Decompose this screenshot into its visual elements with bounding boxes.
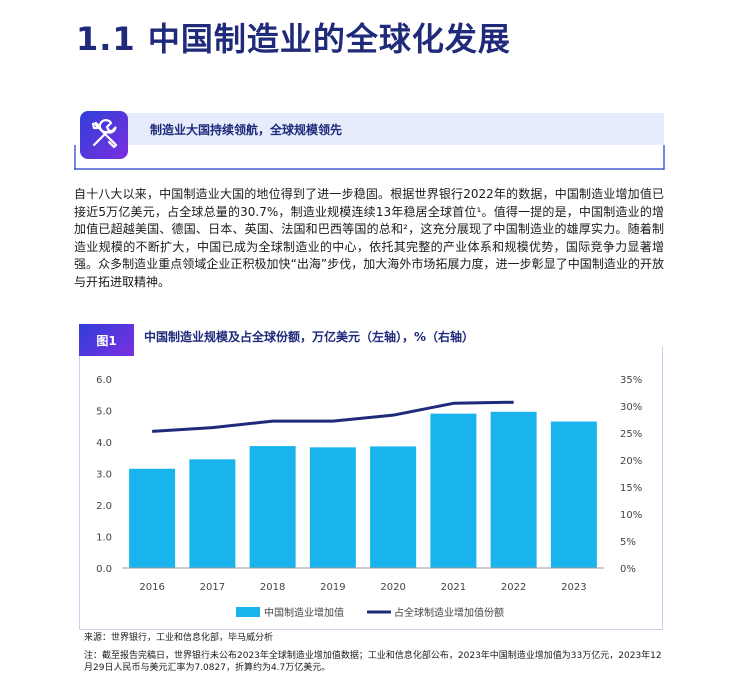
- x-tick-label: 2023: [561, 582, 586, 593]
- bar: [129, 468, 176, 568]
- source-text: 来源：世界银行，工业和信息化部，毕马威分析: [84, 633, 274, 643]
- body-paragraph: 自十八大以来，中国制造业大国的地位得到了进一步稳固。根据世界银行2022年的数据…: [74, 187, 664, 289]
- bar: [249, 446, 296, 568]
- legend-swatch-bar: [236, 607, 260, 617]
- figure-frame: [79, 346, 663, 630]
- y-left-tick-label: 1.0: [96, 533, 112, 544]
- legend-label-line: 占全球制造业增加值份额: [394, 606, 504, 619]
- section-right-line: [663, 145, 665, 170]
- y-right-tick-label: 0%: [620, 564, 636, 575]
- y-left-tick-label: 0.0: [96, 564, 112, 575]
- section-underline: [74, 168, 664, 170]
- figure-title: 中国制造业规模及占全球份额，万亿美元（左轴），%（右轴）: [144, 330, 475, 344]
- x-tick-label: 2018: [260, 582, 285, 593]
- tools-icon: [80, 111, 128, 159]
- x-tick-label: 2016: [139, 582, 164, 593]
- bar: [189, 459, 236, 568]
- manufacturing-chart: 0.0 1.0 2.0 3.0 4.0 5.0 6.0 0% 5% 10% 15% 20% 25% 30%…: [96, 375, 642, 619]
- x-tick-label: 2020: [380, 582, 405, 593]
- y-right-tick-label: 5%: [620, 537, 636, 548]
- bar: [309, 447, 356, 568]
- y-left-tick-label: 4.0: [96, 438, 112, 449]
- legend-label-bar: 中国制造业增加值: [264, 606, 344, 619]
- x-tick-label: 2022: [501, 582, 526, 593]
- y-left-tick-label: 6.0: [96, 375, 112, 386]
- bar: [430, 413, 477, 568]
- y-right-tick-label: 25%: [620, 429, 642, 440]
- section-header: 制造业大国持续领航，全球规模领先: [74, 111, 665, 171]
- x-tick-label: 2021: [441, 582, 466, 593]
- section-band: [104, 113, 664, 145]
- y-right-tick-label: 15%: [620, 483, 642, 494]
- y-right-tick-label: 30%: [620, 402, 642, 413]
- bar: [550, 421, 597, 568]
- section-label: 制造业大国持续领航，全球规模领先: [150, 123, 343, 137]
- note-text: 注：截至报告完稿日，世界银行未公布2023年全球制造业增加值数据；工业和信息化部…: [84, 651, 662, 673]
- y-right-tick-label: 20%: [620, 456, 642, 467]
- y-left-tick-label: 3.0: [96, 470, 112, 481]
- x-tick-label: 2017: [200, 582, 225, 593]
- y-left-tick-label: 2.0: [96, 501, 112, 512]
- page-title: 1.1 中国制造业的全球化发展: [76, 20, 511, 58]
- bar: [370, 446, 417, 568]
- y-right-tick-label: 35%: [620, 375, 642, 386]
- y-right-tick-label: 10%: [620, 510, 642, 521]
- y-left-tick-label: 5.0: [96, 407, 112, 418]
- figure-label: 图1: [79, 324, 134, 356]
- section-corner-line: [74, 145, 76, 170]
- bar: [490, 411, 537, 568]
- x-tick-label: 2019: [320, 582, 345, 593]
